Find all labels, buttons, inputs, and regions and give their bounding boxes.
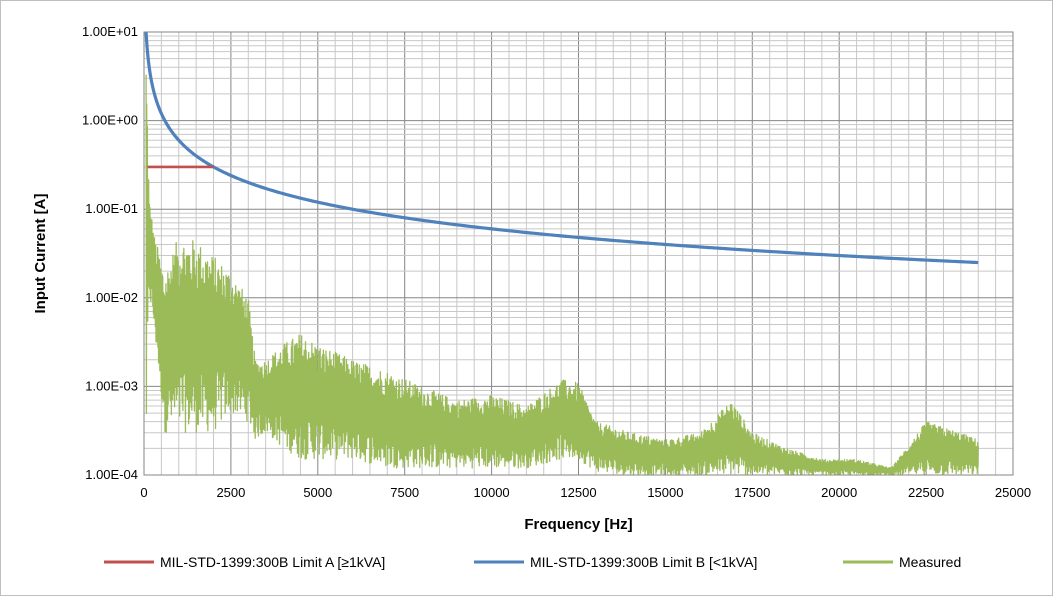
legend-label: MIL-STD-1399:300B Limit B [<1kVA] bbox=[530, 554, 757, 570]
x-tick-label: 10000 bbox=[474, 485, 510, 500]
y-tick-label: 1.00E+00 bbox=[82, 113, 138, 128]
x-tick-label: 20000 bbox=[821, 485, 857, 500]
x-axis-title: Frequency [Hz] bbox=[524, 516, 632, 533]
y-tick-label: 1.00E+01 bbox=[82, 24, 138, 39]
x-tick-labels: 0 2500 5000 7500 10000 12500 15000 17500 20000 22… bbox=[140, 485, 1031, 500]
y-tick-label: 1.00E-02 bbox=[85, 290, 138, 305]
x-tick-label: 15000 bbox=[647, 485, 683, 500]
y-tick-label: 1.00E-03 bbox=[85, 378, 138, 393]
limit-b-series-line bbox=[144, 31, 979, 265]
plot-area-border bbox=[143, 31, 1014, 476]
legend-label: MIL-STD-1399:300B Limit A [≥1kVA] bbox=[160, 554, 385, 570]
x-tick-label: 5000 bbox=[303, 485, 332, 500]
legend-item-measured: Measured bbox=[843, 554, 961, 570]
series-layer bbox=[144, 31, 979, 476]
x-tick-label: 25000 bbox=[995, 485, 1031, 500]
legend-item-limit-b: MIL-STD-1399:300B Limit B [<1kVA] bbox=[474, 554, 757, 570]
x-tick-label: 22500 bbox=[908, 485, 944, 500]
y-tick-label: 1.00E-04 bbox=[85, 467, 138, 482]
y-tick-label: 1.00E-01 bbox=[85, 201, 138, 216]
x-tick-label: 0 bbox=[140, 485, 147, 500]
legend: MIL-STD-1399:300B Limit A [≥1kVA] MIL-STD… bbox=[104, 554, 961, 570]
legend-item-limit-a: MIL-STD-1399:300B Limit A [≥1kVA] bbox=[104, 554, 385, 570]
measured-series-line bbox=[145, 74, 979, 476]
y-axis-title: Input Current [A] bbox=[32, 194, 49, 314]
x-tick-label: 2500 bbox=[216, 485, 245, 500]
x-tick-label: 17500 bbox=[734, 485, 770, 500]
y-tick-labels: 1.00E+01 1.00E+00 1.00E-01 1.00E-02 1.00E-03… bbox=[82, 24, 138, 482]
x-tick-label: 7500 bbox=[390, 485, 419, 500]
legend-label: Measured bbox=[899, 554, 961, 570]
x-tick-label: 12500 bbox=[560, 485, 596, 500]
